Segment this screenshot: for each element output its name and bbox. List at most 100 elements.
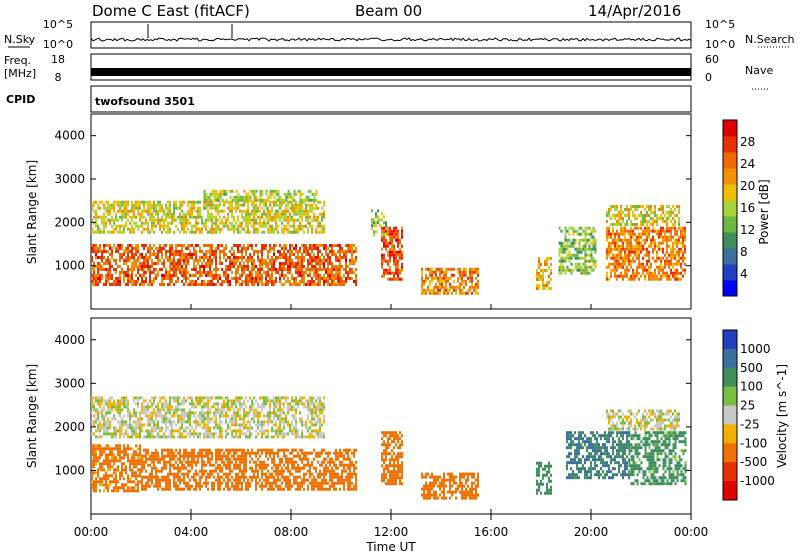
power-echo-cell xyxy=(594,238,597,242)
power-echo-cell xyxy=(674,214,676,217)
velocity-echo-cell xyxy=(265,481,267,485)
velocity-echo-cell xyxy=(211,463,213,467)
power-echo-cell xyxy=(281,221,283,225)
velocity-echo-cell xyxy=(333,463,335,467)
power-echo-cell xyxy=(305,244,307,247)
power-echo-cell xyxy=(285,206,287,210)
power-echo-cell xyxy=(293,253,295,256)
power-echo-cell xyxy=(163,244,165,247)
power-echo-cell xyxy=(275,198,278,202)
power-echo-cell xyxy=(219,230,221,234)
velocity-echo-cell xyxy=(279,484,281,488)
velocity-echo-cell xyxy=(267,448,269,452)
power-echo-cell xyxy=(335,256,337,259)
velocity-echo-cell xyxy=(255,454,257,458)
power-echo-cell xyxy=(187,283,189,286)
power-echo-cell xyxy=(259,189,262,193)
power-echo-cell xyxy=(676,238,678,242)
power-echo-cell xyxy=(674,262,676,266)
power-echo-cell xyxy=(381,265,383,269)
velocity-echo-cell xyxy=(171,457,173,461)
power-echo-cell xyxy=(169,265,171,268)
power-echo-cell xyxy=(634,232,636,236)
power-echo-cell xyxy=(239,203,241,207)
velocity-echo-cell xyxy=(347,487,349,491)
power-echo-cell xyxy=(399,253,401,257)
power-echo-cell xyxy=(295,212,297,216)
power-echo-cell xyxy=(173,283,175,286)
velocity-echo-cell xyxy=(261,448,263,452)
power-echo-cell xyxy=(99,206,101,210)
power-echo-cell xyxy=(125,221,127,225)
power-echo-cell xyxy=(313,283,315,286)
power-echo-cell xyxy=(550,257,552,260)
velocity-echo-cell xyxy=(249,466,251,470)
velocity-echo-cell xyxy=(143,411,145,415)
power-echo-cell xyxy=(626,214,628,217)
power-echo-cell xyxy=(319,244,321,247)
power-echo-cell xyxy=(111,218,113,222)
velocity-echo-cell xyxy=(287,460,289,464)
velocity-echo-cell xyxy=(337,466,339,470)
power-echo-cell xyxy=(626,223,628,226)
velocity-echo-cell xyxy=(279,478,281,482)
power-echo-cell xyxy=(654,238,656,242)
power-echo-cell xyxy=(566,241,569,245)
power-echo-cell xyxy=(349,262,351,265)
power-echo-cell xyxy=(209,206,211,210)
velocity-echo-cell xyxy=(157,475,159,479)
power-echo-cell xyxy=(133,215,135,219)
velocity-echo-cell xyxy=(149,484,151,488)
velocity-echo-cell xyxy=(117,450,119,454)
power-echo-cell xyxy=(263,230,265,234)
power-echo-cell xyxy=(668,259,670,263)
velocity-echo-cell xyxy=(277,487,279,491)
velocity-echo-cell xyxy=(313,457,315,461)
power-echo-cell xyxy=(451,273,453,277)
power-echo-cell xyxy=(291,265,293,268)
power-echo-cell xyxy=(283,218,285,222)
velocity-echo-cell xyxy=(241,472,243,476)
velocity-echo-cell xyxy=(155,472,157,476)
power-echo-cell xyxy=(580,238,583,242)
power-echo-cell xyxy=(91,283,93,286)
velocity-echo-cell xyxy=(337,457,339,461)
power-echo-cell xyxy=(91,247,93,250)
power-echo-cell xyxy=(275,227,277,231)
velocity-echo-cell xyxy=(337,481,339,485)
power-echo-cell xyxy=(309,271,311,274)
power-echo-cell xyxy=(279,244,281,247)
power-echo-cell xyxy=(638,214,640,217)
power-echo-cell xyxy=(189,209,191,213)
power-echo-cell xyxy=(429,270,431,274)
power-echo-cell xyxy=(147,224,149,228)
power-echo-cell xyxy=(373,221,375,225)
power-echo-cell xyxy=(209,195,212,199)
power-echo-cell xyxy=(329,256,331,259)
power-echo-cell xyxy=(213,215,215,219)
power-echo-cell xyxy=(652,241,654,245)
power-echo-cell xyxy=(576,262,579,266)
power-echo-cell xyxy=(263,200,265,204)
velocity-echo-cell xyxy=(167,484,169,488)
power-echo-cell xyxy=(265,265,267,268)
power-echo-cell xyxy=(229,200,231,204)
power-echo-cell xyxy=(287,268,289,271)
velocity-echo-cell xyxy=(333,451,335,455)
power-echo-cell xyxy=(648,235,650,239)
power-echo-cell xyxy=(205,221,207,225)
power-echo-cell xyxy=(189,283,191,286)
power-echo-cell xyxy=(123,212,125,216)
power-echo-cell xyxy=(590,247,593,251)
power-echo-cell xyxy=(143,215,145,219)
velocity-echo-cell xyxy=(171,448,173,452)
power-echo-cell xyxy=(147,206,149,210)
power-echo-cell xyxy=(237,230,239,234)
power-echo-cell xyxy=(211,218,213,222)
power-echo-cell xyxy=(135,200,137,204)
power-echo-cell xyxy=(215,268,217,271)
power-echo-cell xyxy=(355,277,357,280)
power-echo-cell xyxy=(151,206,153,210)
power-echo-cell xyxy=(181,280,183,283)
power-echo-cell xyxy=(147,268,149,271)
